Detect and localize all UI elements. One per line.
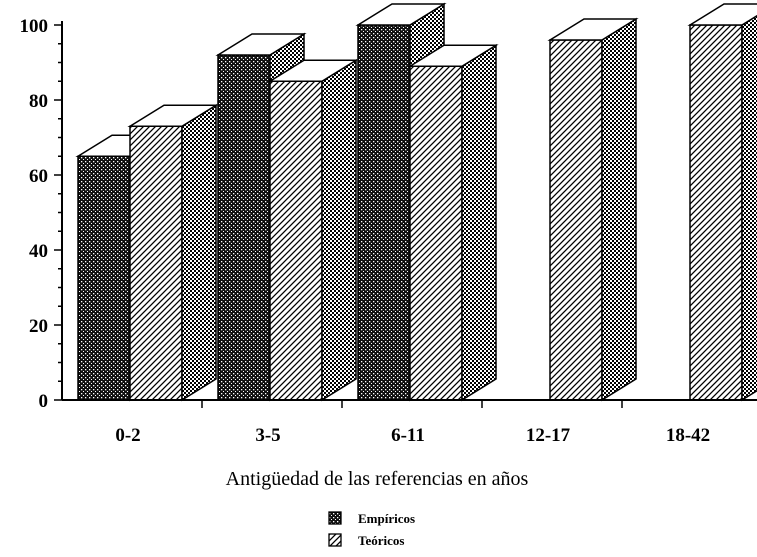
legend-label: Teóricos xyxy=(358,533,404,548)
y-tick-label: 80 xyxy=(29,91,48,112)
legend-swatch xyxy=(328,511,342,525)
x-axis-label: Antigüedad de las referencias en años xyxy=(226,468,529,490)
legend-item-empíricos: Empíricos xyxy=(328,511,415,526)
bar-teóricos-3-5 xyxy=(267,58,359,402)
bar-teóricos-18-42 xyxy=(687,3,757,402)
legend-swatch xyxy=(328,533,342,547)
x-tick-label-12-17: 12-17 xyxy=(526,425,571,446)
legend-label: Empíricos xyxy=(358,511,415,526)
legend-item-teóricos: Teóricos xyxy=(328,533,404,548)
x-tick-label-6-11: 6-11 xyxy=(391,425,425,446)
y-tick-label: 0 xyxy=(39,391,49,412)
y-tick-label: 40 xyxy=(29,241,48,262)
x-tick-label-3-5: 3-5 xyxy=(255,425,280,446)
y-tick-label: 60 xyxy=(29,166,48,187)
bar-teóricos-0-2 xyxy=(127,103,219,402)
bar-teóricos-12-17 xyxy=(547,17,639,402)
y-tick-label: 100 xyxy=(20,16,49,37)
bar-teóricos-6-11 xyxy=(407,43,499,402)
x-tick-label-18-42: 18-42 xyxy=(666,425,710,446)
x-tick-label-0-2: 0-2 xyxy=(115,425,140,446)
y-tick-label: 20 xyxy=(29,316,48,337)
